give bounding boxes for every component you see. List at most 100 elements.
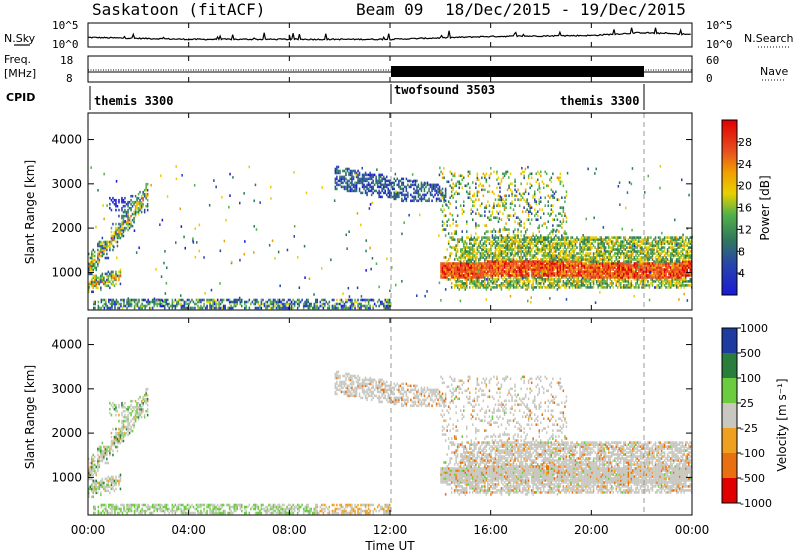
- power-cell: [663, 254, 666, 257]
- power-cell: [245, 304, 248, 308]
- power-cell: [473, 200, 476, 203]
- power-cell: [635, 258, 637, 261]
- power-cell: [665, 240, 667, 243]
- power-cell: [470, 212, 473, 215]
- power-cell: [235, 300, 237, 304]
- power-cell: [456, 258, 459, 261]
- power-cell: [420, 197, 423, 201]
- power-cell: [494, 246, 497, 249]
- power-cell: [334, 306, 337, 310]
- power-cell: [417, 189, 420, 193]
- power-cell: [112, 200, 114, 204]
- power-cell: [485, 284, 488, 287]
- power-cell: [511, 262, 513, 265]
- power-cell: [620, 262, 622, 265]
- power-cell: [624, 262, 627, 265]
- power-cell: [660, 242, 663, 245]
- power-cell: [475, 264, 477, 267]
- power-cell: [94, 306, 97, 310]
- power-cell: [561, 180, 563, 184]
- power-cell: [491, 262, 494, 265]
- power-cell: [469, 186, 471, 190]
- power-cell: [523, 282, 525, 285]
- power-cell: [532, 282, 534, 285]
- power-cell: [333, 298, 335, 302]
- power-cell: [346, 167, 349, 171]
- power-cell: [89, 280, 92, 284]
- power-cell: [568, 266, 571, 269]
- power-cell: [97, 300, 100, 304]
- power-cell: [351, 175, 353, 179]
- power-cell: [345, 298, 347, 302]
- power-cell: [641, 286, 643, 289]
- power-cell: [456, 270, 459, 273]
- power-cell: [627, 264, 630, 267]
- power-cell: [606, 280, 608, 283]
- power-cell: [437, 187, 439, 191]
- power-cell: [571, 248, 574, 251]
- power-cell: [456, 286, 459, 289]
- power-cell: [524, 272, 527, 275]
- power-cell: [289, 302, 291, 306]
- power-cell: [379, 183, 382, 187]
- power-cell: [503, 276, 506, 279]
- power-cell: [473, 248, 476, 251]
- cpid-label: CPID: [6, 91, 35, 104]
- power-cell: [137, 200, 140, 204]
- power-cell: [410, 183, 412, 187]
- power-cell: [508, 240, 510, 243]
- power-cell: [523, 198, 525, 201]
- power-cell: [127, 222, 129, 226]
- power-cell: [174, 304, 177, 308]
- power-cell: [527, 280, 530, 283]
- power-cell: [672, 238, 675, 241]
- power-cell: [500, 178, 503, 182]
- power-cell: [508, 262, 510, 265]
- power-cell: [538, 250, 541, 253]
- power-cell: [146, 204, 149, 208]
- power-cell: [571, 244, 574, 247]
- power-cell: [582, 240, 584, 243]
- power-cell: [369, 171, 371, 175]
- power-cell: [131, 212, 134, 216]
- power-cell: [623, 256, 625, 259]
- power-cell: [635, 264, 637, 267]
- power-cell: [530, 264, 533, 267]
- power-cell: [549, 282, 551, 285]
- power-cell: [632, 268, 634, 271]
- power-cell: [122, 234, 125, 238]
- power-cell: [520, 266, 522, 269]
- power-cell: [604, 280, 607, 283]
- power-cell: [119, 228, 122, 232]
- power-cell: [511, 192, 513, 196]
- power-cell: [641, 248, 643, 251]
- power-cell: [540, 264, 542, 267]
- power-cell: [594, 268, 596, 271]
- power-cell: [671, 236, 673, 239]
- power-cell: [119, 274, 122, 278]
- power-cell: [549, 244, 551, 247]
- power-cell: [244, 300, 246, 304]
- power-cell: [458, 256, 461, 259]
- power-cell: [565, 190, 568, 194]
- power-cell: [647, 258, 649, 261]
- power-cell: [636, 280, 639, 283]
- power-cell: [466, 190, 468, 194]
- power-cell: [136, 196, 138, 200]
- power-cell: [456, 264, 459, 267]
- power-cell: [511, 240, 513, 243]
- power-cell: [115, 300, 118, 304]
- power-cell: [618, 278, 621, 281]
- power-cell: [473, 270, 476, 273]
- power-cell: [541, 276, 544, 279]
- power-cell: [455, 182, 457, 186]
- power-cell: [487, 238, 489, 241]
- power-cell: [626, 260, 628, 263]
- power-cell: [582, 272, 584, 275]
- power-cell: [571, 286, 574, 289]
- power-cell: [656, 268, 658, 271]
- power-cell: [466, 244, 468, 247]
- power-cell: [147, 300, 149, 304]
- power-cell: [447, 274, 450, 277]
- power-cell: [364, 300, 367, 304]
